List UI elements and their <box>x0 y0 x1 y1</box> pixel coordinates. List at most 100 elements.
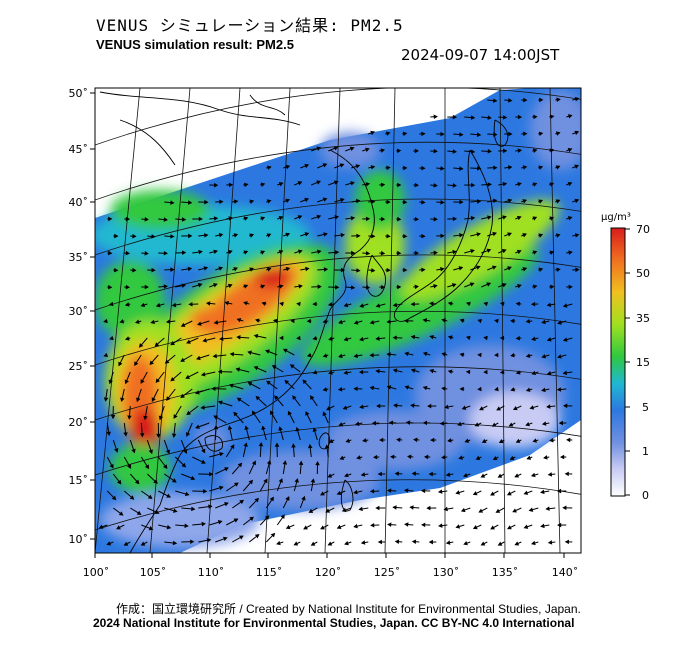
wind-arrow-head <box>465 335 471 341</box>
wind-arrow-head <box>260 182 266 187</box>
wind-arrow-head <box>106 541 112 546</box>
lat-label: 20˚ <box>69 416 89 429</box>
wind-arrow-head <box>441 352 447 357</box>
wind-arrow-head <box>394 471 400 476</box>
wind-arrow-head <box>274 395 279 401</box>
wind-arrow-head <box>375 303 381 308</box>
wind-arrow-head <box>322 353 328 358</box>
wind-arrow-head <box>507 232 512 237</box>
wind-arrow-head <box>195 424 200 429</box>
wind-arrow-head <box>545 506 550 511</box>
wind-arrow-head <box>377 539 382 545</box>
wind-arrow-head <box>343 336 349 342</box>
wind-arrow-head <box>185 432 191 437</box>
wind-arrow-head <box>334 250 340 255</box>
wind-arrow-head <box>499 335 505 341</box>
wind-arrow-head <box>171 433 177 438</box>
wind-arrow-head <box>114 233 119 239</box>
wind-arrow-head <box>459 352 465 358</box>
wind-arrow-head <box>386 267 391 273</box>
wind-arrow-head <box>103 352 108 358</box>
wind-arrow-head <box>310 478 316 483</box>
wind-arrow-head <box>156 433 161 439</box>
wind-arrow-head <box>426 505 431 511</box>
wind-arrow-head <box>338 353 343 359</box>
wind-arrow-head <box>181 462 187 468</box>
wind-arrow-head <box>564 539 570 545</box>
wind-arrow-head <box>132 267 137 273</box>
wind-arrow-head <box>197 282 203 288</box>
wind-arrow-head <box>508 165 513 170</box>
wind-arrow-head <box>370 130 376 136</box>
wind-arrow-head <box>546 404 551 409</box>
wind-arrow-head <box>360 540 366 545</box>
lon-label: 110˚ <box>198 566 225 579</box>
wind-arrow-head <box>375 336 380 341</box>
wind-arrow-head <box>404 522 409 527</box>
wind-arrow-head <box>263 478 268 484</box>
wind-arrow-head <box>538 165 544 170</box>
wind-arrow-head <box>190 475 196 481</box>
wind-arrow-head <box>144 217 149 222</box>
wind-arrow-head <box>312 301 317 307</box>
wind-arrow-head <box>295 426 300 432</box>
wind-arrow-head <box>164 359 170 364</box>
wind-arrow-head <box>150 319 155 325</box>
colorbar-unit: μg/m³ <box>601 212 631 223</box>
wind-arrow-head <box>386 233 391 239</box>
wind-arrow-head <box>214 182 219 188</box>
wind-arrow-head <box>278 250 284 255</box>
wind-arrow-head <box>380 182 386 188</box>
wind-arrow-head <box>123 541 129 546</box>
wind-arrow-head <box>546 337 552 342</box>
lon-label: 130˚ <box>433 566 460 579</box>
wind-arrow-head <box>525 353 531 358</box>
wind-arrow-head <box>359 404 364 410</box>
wind-arrow-head <box>279 301 284 307</box>
wind-arrow-head <box>494 318 499 324</box>
wind-arrow-head <box>509 455 515 460</box>
wind-arrow-head <box>440 166 445 171</box>
wind-arrow-head <box>359 303 365 308</box>
wind-arrow-head <box>567 216 573 221</box>
wind-arrow-head <box>421 165 426 171</box>
wind-arrow-head <box>127 464 132 469</box>
wind-arrow-head <box>106 431 111 437</box>
wind-arrow-head <box>353 489 358 495</box>
wind-arrow-head <box>362 438 367 443</box>
wind-arrow-head <box>472 525 478 530</box>
wind-arrow-head <box>365 250 371 256</box>
wind-arrow-head <box>558 420 563 426</box>
wind-arrow-head <box>125 284 131 290</box>
wind-arrow-head <box>403 488 409 493</box>
wind-arrow-head <box>365 182 371 187</box>
colorbar-tick-label: 1 <box>642 445 649 458</box>
wind-arrow-head <box>466 301 471 307</box>
wind-arrow-head <box>327 473 333 478</box>
wind-arrow-head <box>414 148 420 154</box>
wind-arrow-head <box>492 198 498 204</box>
wind-arrow-head <box>483 301 489 307</box>
wind-arrow-head <box>543 455 548 460</box>
wind-arrow-head <box>322 163 328 168</box>
wind-arrow-head <box>333 146 339 151</box>
wind-arrow-head <box>538 131 544 137</box>
wind-arrow-head <box>197 321 202 326</box>
wind-arrow-head <box>327 302 333 307</box>
wind-arrow-head <box>531 540 536 546</box>
wind-arrow-head <box>316 180 321 185</box>
wind-arrow-head <box>499 369 505 375</box>
wind-arrow-head <box>151 267 156 273</box>
wind-arrow-head <box>315 461 320 466</box>
wind-arrow-head <box>285 164 291 170</box>
wind-arrow-head <box>557 320 562 325</box>
title-english: VENUS simulation result: PM2.5 <box>96 37 294 52</box>
wind-arrow-head <box>424 454 429 460</box>
wind-arrow-head <box>170 267 175 272</box>
wind-arrow-head <box>469 282 475 287</box>
lon-label: 125˚ <box>374 566 401 579</box>
wind-arrow-head <box>360 472 366 477</box>
wind-arrow-head <box>98 524 104 529</box>
wind-arrow-head <box>515 301 521 307</box>
wind-arrow-head <box>218 232 224 238</box>
